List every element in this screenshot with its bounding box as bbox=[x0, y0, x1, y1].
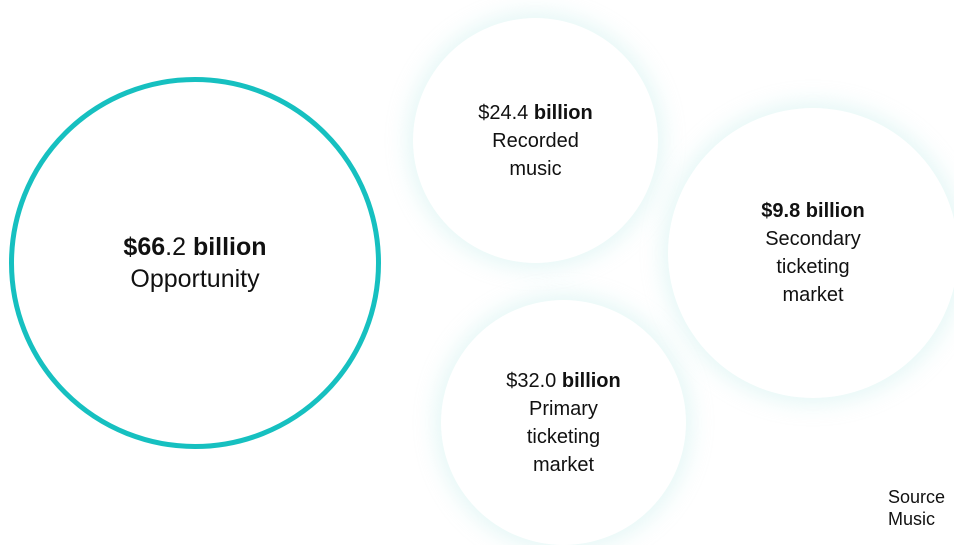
primary-ticketing-label: Primary ticketing market bbox=[526, 397, 601, 476]
primary-ticketing-unit: billion bbox=[561, 369, 621, 392]
recorded-music-bubble: $24.4 billion Recorded music bbox=[413, 18, 658, 263]
primary-ticketing-amount-rest: 32.0 bbox=[517, 369, 557, 392]
opportunity-amount-rest: .2 bbox=[165, 233, 186, 261]
recorded-music-amount-rest: 24.4 bbox=[489, 101, 529, 124]
secondary-ticketing-amount-bold: 9.8 bbox=[772, 200, 801, 222]
secondary-ticketing-bubble: $9.8 billion Secondary ticketing market bbox=[668, 108, 954, 398]
primary-ticketing-currency: $ bbox=[506, 369, 518, 392]
secondary-ticketing-unit: billion bbox=[805, 200, 865, 222]
opportunity-amount: $66.2 billion bbox=[123, 231, 266, 263]
primary-ticketing-amount: $32.0 billion bbox=[506, 367, 621, 395]
opportunity-bubble: $66.2 billion Opportunity bbox=[9, 77, 381, 449]
secondary-ticketing-amount: $9.8 billion bbox=[761, 197, 864, 225]
opportunity-unit: billion bbox=[192, 233, 267, 261]
secondary-ticketing-currency: $ bbox=[761, 200, 773, 222]
opportunity-label: Opportunity bbox=[130, 265, 260, 293]
recorded-music-label: Recorded music bbox=[492, 129, 579, 180]
primary-ticketing-bubble: $32.0 billion Primary ticketing market bbox=[441, 300, 686, 545]
opportunity-currency: $ bbox=[123, 233, 138, 261]
recorded-music-amount: $24.4 billion bbox=[478, 99, 593, 127]
secondary-ticketing-label: Secondary ticketing market bbox=[765, 228, 861, 306]
recorded-music-unit: billion bbox=[533, 101, 593, 124]
source-note: Source Music bbox=[888, 487, 946, 529]
recorded-music-currency: $ bbox=[478, 101, 490, 124]
opportunity-amount-bold: 66 bbox=[137, 233, 166, 261]
